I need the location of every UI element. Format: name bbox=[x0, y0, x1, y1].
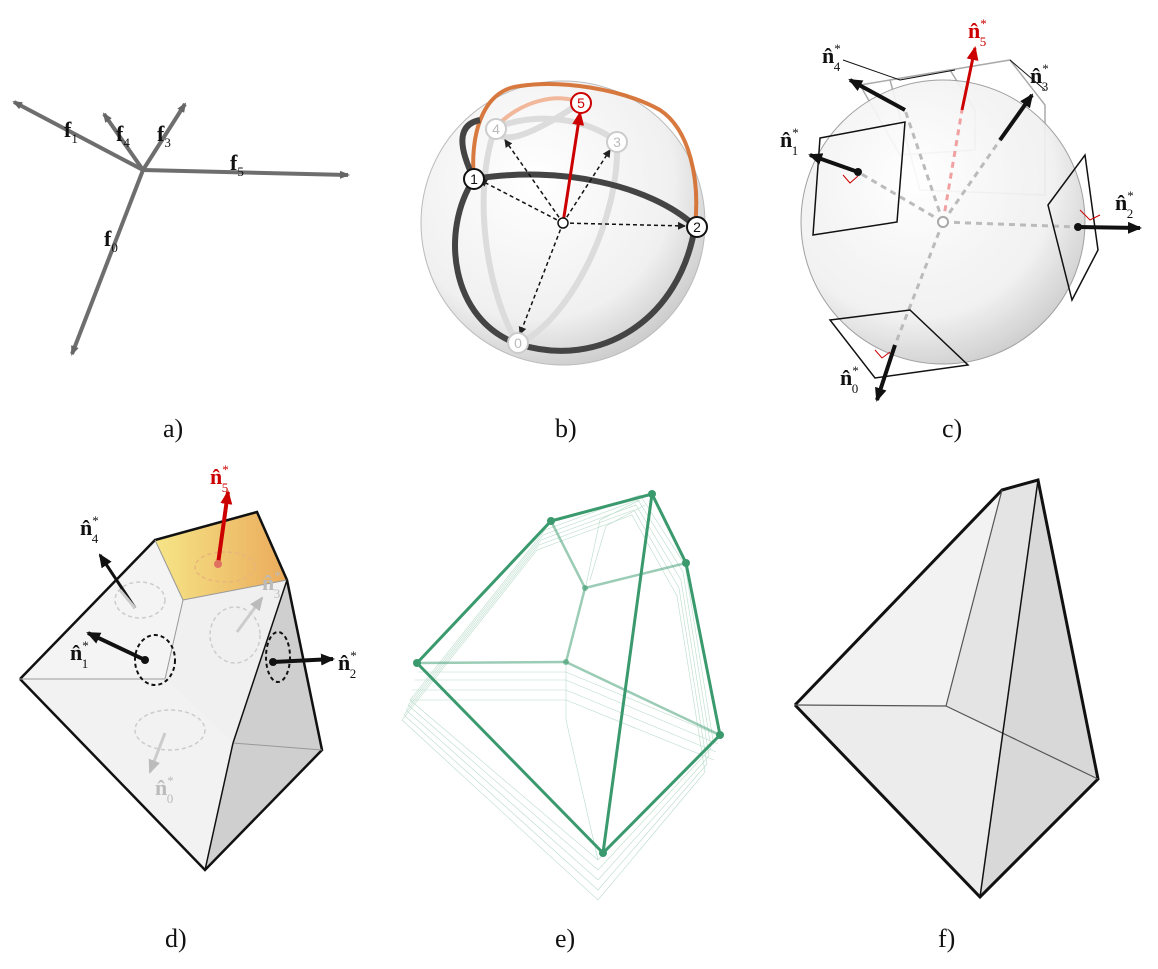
panel-c-caption: c) bbox=[942, 414, 962, 443]
label-c-n0: n̂* 0 bbox=[840, 363, 859, 396]
node-0: 0 bbox=[507, 332, 529, 354]
panel-d: n̂* 5 n̂* 4 n̂* 3 n̂* 1 n̂* 2 n̂* 0 d) bbox=[19, 462, 357, 953]
panel-b: 1 2 3 4 5 0 b) bbox=[420, 80, 708, 443]
label-c-n4: n̂* 4 bbox=[822, 41, 841, 74]
svg-text:4: 4 bbox=[492, 121, 500, 137]
panel-a: f1 f4 f3 f5 f0 a) bbox=[12, 100, 350, 443]
face-0 bbox=[20, 679, 233, 870]
plane-0 bbox=[828, 309, 970, 379]
node-2: 2 bbox=[686, 216, 708, 238]
label-d-n2: n̂* 2 bbox=[338, 648, 357, 681]
node-4: 4 bbox=[485, 118, 507, 140]
node-5: 5 bbox=[570, 92, 592, 114]
panel-f-caption: f) bbox=[938, 924, 955, 953]
label-d-n0: n̂* 0 bbox=[155, 773, 174, 806]
label-f5: f5 bbox=[230, 150, 244, 179]
face-4 bbox=[20, 540, 183, 679]
vector-f4-arrow bbox=[102, 112, 145, 172]
label-c-n1: n̂* 1 bbox=[780, 125, 799, 158]
label-f3: f3 bbox=[157, 121, 171, 150]
vector-f1-arrow bbox=[12, 100, 144, 172]
label-d-n4: n̂* 4 bbox=[80, 513, 99, 546]
node-3: 3 bbox=[606, 131, 628, 153]
svg-text:2: 2 bbox=[693, 219, 701, 235]
label-c-n2: n̂* 2 bbox=[1115, 188, 1134, 221]
node-1: 1 bbox=[463, 168, 485, 190]
label-c-n3: n̂* 3 bbox=[1030, 61, 1049, 94]
label-d-n1: n̂* 1 bbox=[70, 638, 89, 671]
panel-c: n̂* 5 n̂* 4 n̂* 3 n̂* 1 n̂* 2 n̂* 0 c) bbox=[780, 16, 1142, 443]
vector-f5-arrow bbox=[142, 168, 350, 179]
face-f-right bbox=[980, 480, 1098, 897]
face-2 bbox=[205, 580, 322, 870]
svg-text:3: 3 bbox=[613, 134, 621, 150]
label-f0: f0 bbox=[104, 226, 118, 255]
svg-text:0: 0 bbox=[514, 335, 522, 351]
label-f4: f4 bbox=[116, 121, 130, 150]
label-d-n3: n̂* 3 bbox=[262, 568, 281, 601]
label-f1: f1 bbox=[64, 117, 78, 146]
label-d-n5: n̂* 5 bbox=[210, 462, 229, 495]
svg-text:5: 5 bbox=[577, 95, 585, 111]
plane-1 bbox=[812, 121, 906, 236]
orange-arc bbox=[471, 82, 699, 227]
normal-5-arrow bbox=[561, 111, 585, 224]
plane-2 bbox=[1047, 153, 1099, 303]
panel-a-caption: a) bbox=[163, 414, 183, 443]
vector-f0-arrow bbox=[70, 169, 145, 356]
sphere-center bbox=[557, 217, 569, 229]
svg-text:1: 1 bbox=[470, 171, 478, 187]
wireframe-outline bbox=[415, 492, 722, 856]
label-c-n5: n̂* 5 bbox=[968, 16, 987, 49]
panel-f: f) bbox=[793, 478, 1100, 953]
panel-e: e) bbox=[401, 490, 724, 953]
panel-e-caption: e) bbox=[555, 924, 575, 953]
panel-b-caption: b) bbox=[555, 414, 577, 443]
vector-f3-arrow bbox=[141, 102, 187, 172]
panel-d-caption: d) bbox=[165, 924, 187, 953]
dark-arc-1-2 bbox=[473, 171, 698, 229]
